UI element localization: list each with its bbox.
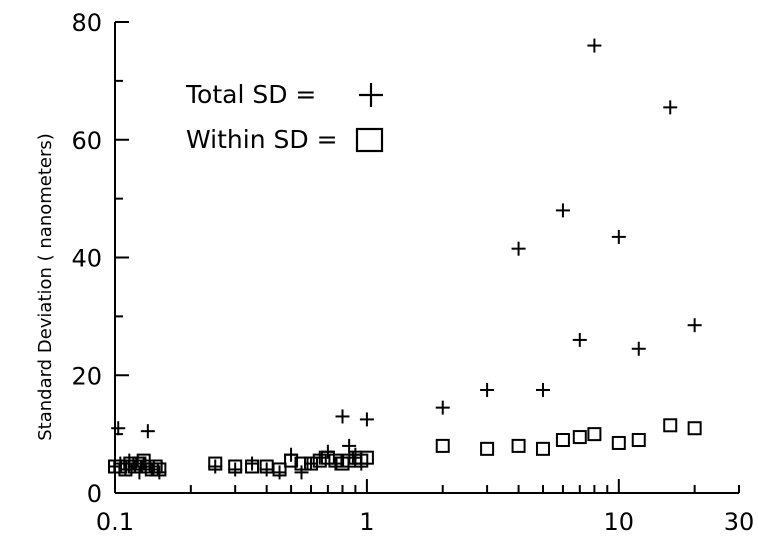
legend-label-within-sd: Within SD = [186,125,338,154]
total-sd-point [245,456,260,471]
within-sd-point [328,453,343,468]
total-sd-point [342,438,357,453]
total-sd-point [208,459,223,474]
legend-marker-plus [359,83,383,107]
y-tick-label: 20 [71,362,102,390]
within-sd-point [511,438,526,453]
y-tick-label: 40 [71,245,102,273]
total-sd-point [272,465,287,480]
within-sd-point [320,450,335,465]
total-sd-point [228,462,243,477]
within-sd-point [123,456,138,471]
x-tick-label: 30 [724,508,755,536]
total-sd-point [511,241,526,256]
legend-label-total-sd: Total SD = [185,80,316,109]
within-sd-point [535,441,550,456]
data-marks [108,38,702,480]
total-sd-point [259,462,274,477]
y-tick-label: 0 [87,480,102,508]
within-sd-point [663,418,678,433]
within-sd-point [304,456,319,471]
total-sd-point [144,462,159,477]
within-sd-point [359,450,374,465]
within-sd-point [228,459,243,474]
within-sd-point [631,433,646,448]
total-sd-point [480,382,495,397]
total-sd-point [294,465,309,480]
total-sd-point [435,400,450,415]
y-ticks: 0 20 40 60 80 [71,9,129,508]
total-sd-point [572,332,587,347]
total-sd-point [304,456,319,471]
x-ticks: 0.1 1 10 30 [96,479,754,536]
within-sd-point [152,462,167,477]
within-sd-point [208,456,223,471]
total-sd-point [535,382,550,397]
total-sd-point [587,38,602,53]
within-sd-point [572,430,587,445]
total-sd-point [140,424,155,439]
total-sd-point [663,100,678,115]
within-sd-point [480,441,495,456]
total-sd-point [555,203,570,218]
y-tick-label: 80 [71,9,102,37]
within-sd-point [284,453,299,468]
total-sd-point [631,341,646,356]
y-tick-label: 60 [71,127,102,155]
legend-marker-square [355,127,384,153]
total-sd-point [687,318,702,333]
within-sd-point [687,421,702,436]
within-sd-point [555,433,570,448]
x-tick-label: 1 [359,508,374,536]
total-sd-point [111,421,126,436]
within-sd-point [144,462,159,477]
legend: Total SD = Within SD = [185,80,384,154]
within-sd-point [312,453,327,468]
within-sd-point [272,462,287,477]
within-sd-point [148,459,163,474]
x-tick-label: 10 [604,508,635,536]
x-tick-label: 0.1 [96,508,134,536]
within-sd-point [587,427,602,442]
total-sd-point [335,409,350,424]
within-sd-point [435,438,450,453]
within-sd-point [294,456,309,471]
y-axis-label: Standard Deviation ( nanometers) [35,133,56,441]
within-sd-point [245,459,260,474]
total-sd-point [359,412,374,427]
total-sd-point [611,229,626,244]
within-sd-point [611,435,626,450]
